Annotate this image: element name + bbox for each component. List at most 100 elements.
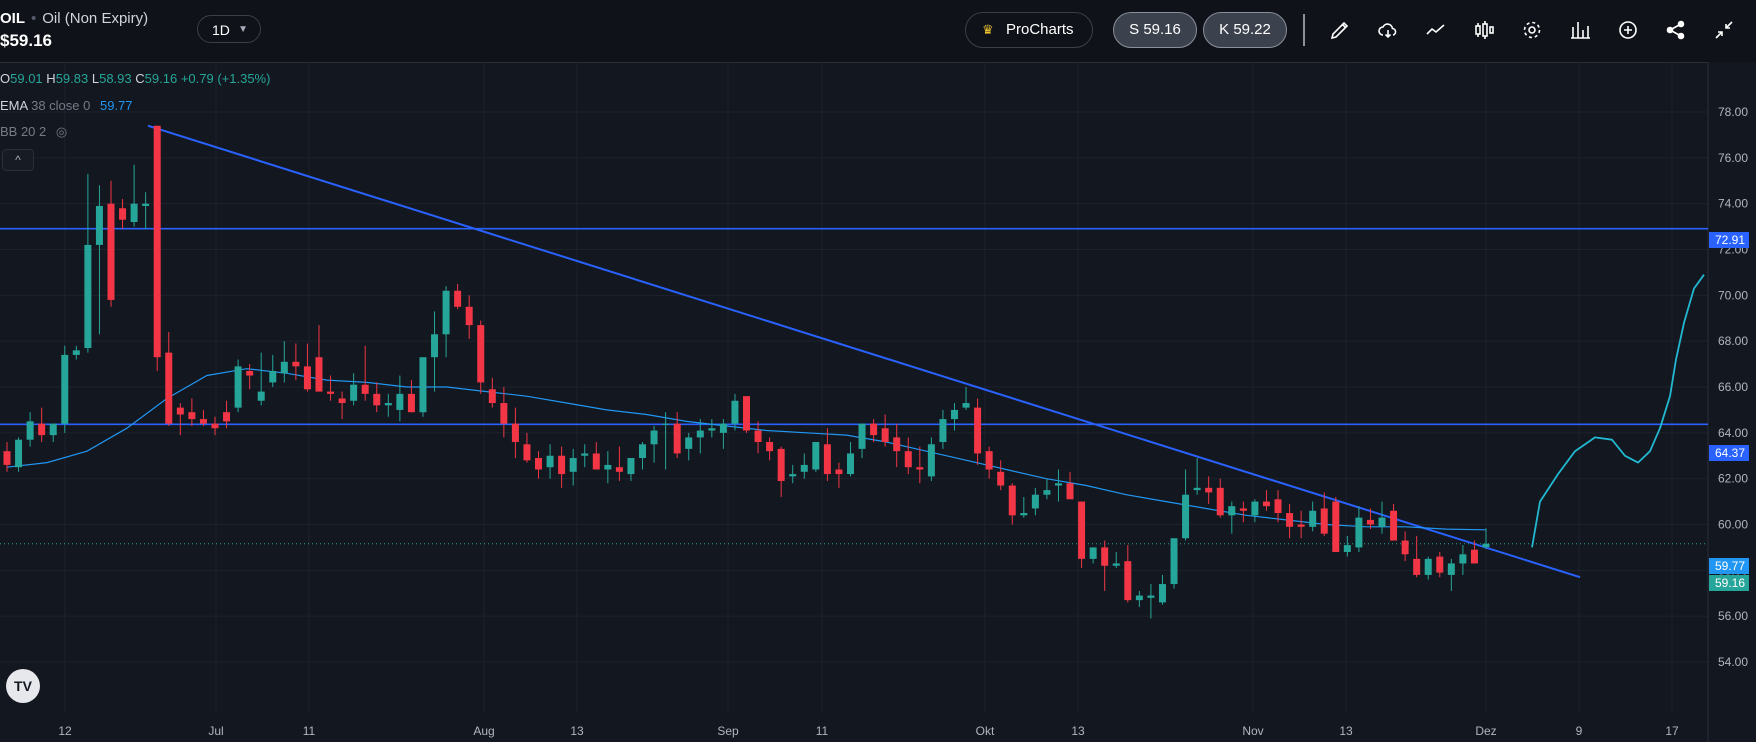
ema-params: 38 close 0 — [31, 98, 91, 113]
candle-body — [1193, 487, 1201, 491]
candle-body — [1470, 549, 1478, 564]
y-tick-label: 76.00 — [1718, 151, 1748, 165]
candle-body — [61, 354, 69, 424]
candle-body — [442, 290, 450, 335]
candle-body — [1147, 595, 1155, 598]
price-chart[interactable]: 78.0076.0074.0072.0070.0068.0066.0064.00… — [0, 62, 1756, 742]
candle-body — [846, 453, 854, 475]
candles-icon[interactable] — [1472, 18, 1496, 42]
trendline-segment — [147, 124, 1581, 579]
candle-body — [927, 444, 935, 477]
x-tick-label: 11 — [816, 724, 829, 738]
ema-legend[interactable]: EMA 38 close 0 59.77 — [0, 98, 133, 113]
eye-hidden-icon[interactable]: ◎ — [55, 124, 68, 139]
candle-body — [1089, 547, 1097, 559]
sell-button[interactable]: S 59.16 — [1113, 12, 1197, 48]
price-axis — [1708, 62, 1756, 742]
y-tick-label: 62.00 — [1718, 472, 1748, 486]
candle-body — [1424, 558, 1432, 575]
y-tick-label: 66.00 — [1718, 380, 1748, 394]
candle-body — [119, 208, 127, 220]
candle-body — [26, 421, 34, 440]
candle-body — [997, 471, 1005, 486]
indicator-line-icon[interactable] — [1424, 18, 1448, 42]
candle-body — [303, 366, 311, 390]
candle-body — [581, 453, 589, 456]
interval-selector[interactable]: 1D ▼ — [197, 15, 261, 43]
candle-body — [1309, 510, 1317, 527]
x-tick-label: Nov — [1242, 724, 1263, 738]
bar-chart-icon[interactable] — [1568, 18, 1592, 42]
candle-body — [1216, 487, 1224, 516]
candle-body — [1378, 517, 1386, 527]
procharts-button[interactable]: ♛ ProCharts — [965, 12, 1093, 48]
top-bar: OIL • Oil (Non Expiry) $59.16 1D ▼ ♛ ProChar… — [0, 0, 1756, 63]
level-tag-72: 72.91 — [1709, 232, 1749, 248]
candles — [3, 125, 1490, 619]
candle-body — [546, 455, 554, 468]
candle-body — [199, 419, 207, 424]
candle-body — [708, 428, 716, 431]
candle-body — [1262, 501, 1270, 507]
symbol-ticker: OIL — [0, 10, 25, 27]
candle-body — [1401, 540, 1409, 555]
high-label: H — [46, 71, 56, 86]
candle-body — [1112, 563, 1120, 566]
pencil-icon[interactable] — [1328, 18, 1352, 42]
symbol-info: OIL • Oil (Non Expiry) — [0, 10, 148, 27]
gear-icon[interactable] — [1520, 18, 1544, 42]
y-tick-label: 54.00 — [1718, 655, 1748, 669]
candle-body — [1135, 595, 1143, 601]
candle-body — [84, 244, 92, 349]
candle-body — [1205, 487, 1213, 493]
y-tick-label: 70.00 — [1718, 288, 1748, 302]
tradingview-logo[interactable]: TV — [6, 669, 40, 703]
trendline[interactable] — [147, 124, 1581, 579]
y-tick-label: 74.00 — [1718, 197, 1748, 211]
interval-label: 1D — [212, 22, 230, 38]
candle-body — [234, 366, 242, 408]
candle-body — [743, 396, 750, 431]
buy-button[interactable]: K 59.22 — [1203, 12, 1287, 48]
candle-body — [1332, 501, 1340, 552]
candle-body — [1286, 513, 1294, 527]
candle-body — [396, 393, 404, 410]
high-value: 59.83 — [55, 71, 89, 86]
plus-circle-icon[interactable] — [1616, 18, 1640, 42]
x-tick-label: 12 — [58, 724, 72, 738]
cloud-icon[interactable] — [1376, 18, 1400, 42]
candle-body — [130, 203, 138, 222]
candle-body — [719, 423, 727, 433]
candle-body — [384, 403, 392, 406]
candle-body — [950, 409, 958, 420]
horizontal-levels[interactable] — [0, 227, 1708, 545]
share-icon[interactable] — [1664, 18, 1688, 42]
candle-body — [766, 442, 774, 452]
candle-body — [789, 474, 797, 477]
candle-body — [350, 384, 358, 401]
candle-body — [592, 453, 600, 470]
legend-collapse-button[interactable]: ^ — [2, 149, 34, 171]
candle-body — [1124, 561, 1132, 601]
bb-legend[interactable]: BB 20 2 ◎ — [0, 124, 67, 140]
candle-body — [1054, 483, 1062, 486]
candle-body — [38, 423, 46, 436]
candle-body — [1274, 499, 1282, 514]
ema-value: 59.77 — [99, 98, 133, 113]
chevron-down-icon: ▼ — [238, 24, 248, 35]
x-tick-label: 13 — [1071, 724, 1085, 738]
candle-body — [1413, 558, 1421, 575]
candle-body — [188, 412, 196, 420]
candle-body — [465, 306, 473, 326]
candle-body — [858, 423, 866, 449]
close-value: 59.16 — [144, 71, 178, 86]
candle-body — [812, 442, 820, 470]
low-value: 58.93 — [99, 71, 132, 86]
collapse-arrows-icon[interactable] — [1712, 18, 1736, 42]
open-value: 59.01 — [10, 71, 43, 86]
x-tick-label: Dez — [1475, 724, 1496, 738]
x-tick-label: Aug — [473, 724, 494, 738]
forecast-curve[interactable] — [1531, 274, 1705, 548]
candle-body — [1366, 519, 1374, 525]
candle-body — [211, 423, 219, 429]
